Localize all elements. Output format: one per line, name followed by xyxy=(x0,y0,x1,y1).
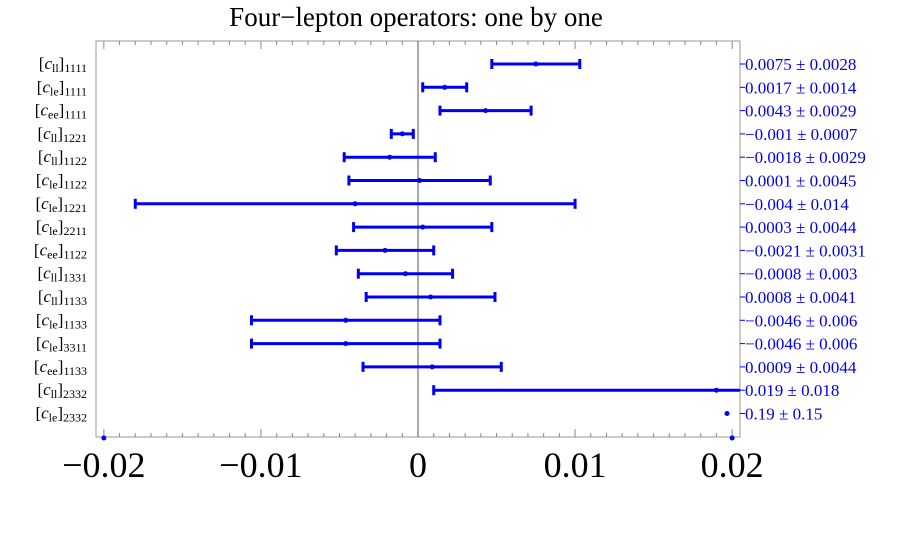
data-point xyxy=(352,201,358,207)
value-label: 0.0009 ± 0.0044 xyxy=(745,358,857,377)
row-label: [cle]3311 xyxy=(36,334,87,355)
value-label: 0.0008 ± 0.0041 xyxy=(745,288,856,307)
row-label: [cle]1221 xyxy=(35,194,87,215)
axis-point xyxy=(729,435,735,441)
error-bar xyxy=(364,292,497,302)
error-bar xyxy=(490,59,582,69)
data-point xyxy=(399,131,405,137)
axis-ticks xyxy=(103,41,733,437)
row-label: [cle]1122 xyxy=(36,171,87,192)
error-bar xyxy=(342,152,437,163)
row-label: [cle]2211 xyxy=(36,217,87,238)
error-bar xyxy=(421,82,469,93)
error-bars xyxy=(133,59,740,416)
data-point xyxy=(428,294,434,300)
error-bar xyxy=(356,268,455,279)
row-label: [cee]1122 xyxy=(34,240,87,261)
error-bar xyxy=(724,411,730,416)
value-label: 0.0075 ± 0.0028 xyxy=(745,55,856,74)
data-point xyxy=(387,154,393,160)
error-bar xyxy=(432,385,740,396)
error-bar xyxy=(438,105,533,116)
x-tick-label: −0.02 xyxy=(62,445,145,485)
row-label: [cll]1331 xyxy=(37,264,87,285)
data-point xyxy=(343,341,349,347)
value-label: 0.0043 ± 0.0029 xyxy=(745,102,856,121)
x-tick-label: 0.01 xyxy=(544,445,607,485)
row-label: [cll]1133 xyxy=(38,287,87,308)
value-label: −0.0046 ± 0.006 xyxy=(745,335,857,354)
value-labels: 0.0075 ± 0.0028 0.0017 ± 0.0014 0.0043 ± 0… xyxy=(740,55,866,424)
value-label: 0.0003 ± 0.0044 xyxy=(745,218,857,237)
row-label: [cle]1111 xyxy=(37,77,87,98)
x-tick-label: 0 xyxy=(409,445,427,485)
row-label: [cll]2332 xyxy=(37,380,87,401)
x-tick-label: 0.02 xyxy=(701,445,764,485)
chart-title: Four−lepton operators: one by one xyxy=(229,2,603,32)
row-label: [cll]1122 xyxy=(38,147,87,168)
row-labels: [cll]1111[cle]1111[cee]1111[cll]1221[cll… xyxy=(34,54,87,425)
x-tick-labels: −0.02 −0.01 0 0.01 0.02 xyxy=(62,445,763,485)
value-label: −0.0021 ± 0.0031 xyxy=(745,241,866,260)
data-point xyxy=(713,387,719,393)
row-label: [cle]1133 xyxy=(36,310,87,331)
data-point xyxy=(483,108,489,114)
data-point xyxy=(343,317,349,323)
data-point xyxy=(533,61,539,67)
error-bar xyxy=(133,198,577,209)
value-label: −0.0008 ± 0.003 xyxy=(745,265,857,284)
value-label: 0.0017 ± 0.0014 xyxy=(745,78,857,97)
row-label: [cle]2332 xyxy=(35,404,87,425)
value-label: 0.0001 ± 0.0045 xyxy=(745,172,856,191)
value-label: −0.004 ± 0.014 xyxy=(745,195,849,214)
error-bar xyxy=(334,245,436,256)
axis-extra-points xyxy=(101,435,735,441)
error-bar xyxy=(352,222,494,233)
value-label: −0.0018 ± 0.0029 xyxy=(745,148,866,167)
value-label: 0.019 ± 0.018 xyxy=(745,381,839,400)
x-tick-label: −0.01 xyxy=(219,445,302,485)
value-label: −0.001 ± 0.0007 xyxy=(745,125,858,144)
value-label: −0.0046 ± 0.006 xyxy=(745,311,857,330)
error-bar xyxy=(347,175,492,186)
row-label: [cee]1111 xyxy=(35,101,87,122)
data-point xyxy=(417,178,423,183)
data-point xyxy=(429,364,435,370)
error-bar xyxy=(361,361,503,372)
data-point xyxy=(420,224,426,230)
row-label: [cll]1221 xyxy=(37,124,87,145)
data-point xyxy=(724,411,730,416)
axis-point xyxy=(101,435,107,441)
row-label: [cll]1111 xyxy=(39,54,87,75)
data-point xyxy=(442,84,448,90)
error-bar xyxy=(250,338,442,349)
row-label: [cee]1133 xyxy=(34,357,87,378)
value-label: 0.19 ± 0.15 xyxy=(745,405,822,424)
error-bar xyxy=(250,315,442,326)
data-point xyxy=(382,247,388,253)
data-point xyxy=(402,271,408,277)
error-bar xyxy=(389,128,415,139)
